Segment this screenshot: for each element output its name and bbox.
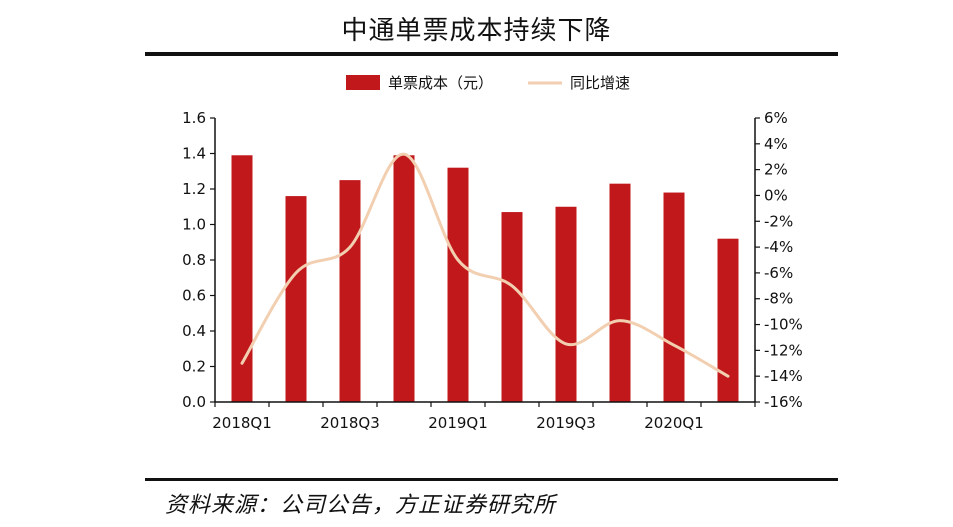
chart-title: 中通单票成本持续下降 — [341, 16, 612, 46]
y-left-tick-label: 0.4 — [182, 322, 206, 340]
y-right-tick-label: -6% — [764, 264, 793, 282]
source-note: 资料来源：公司公告，方正证券研究所 — [165, 493, 557, 518]
y-left-tick-label: 0.2 — [182, 358, 206, 376]
y-right-tick-label: -2% — [764, 212, 793, 230]
y-right-tick-label: 2% — [764, 161, 788, 179]
title-divider — [145, 52, 838, 56]
x-tick-label: 2018Q3 — [320, 414, 380, 432]
y-right-tick-label: -8% — [764, 290, 793, 308]
bar — [339, 180, 361, 402]
x-tick-label: 2019Q3 — [536, 414, 596, 432]
y-right-tick-label: -16% — [764, 393, 803, 411]
growth-line — [240, 152, 730, 378]
legend-label-line: 同比增速 — [570, 74, 630, 92]
bar — [285, 196, 307, 402]
y-left-tick-label: 1.4 — [182, 145, 206, 163]
y-left-tick-label: 0.8 — [182, 251, 206, 269]
y-right-tick-label: -4% — [764, 238, 793, 256]
axes: 0.0 0.2 0.4 0.6 0.8 1.0 1.2 1.4 1.6 -16% -14% -12% -… — [182, 109, 803, 432]
y-right-tick-label: 4% — [764, 135, 788, 153]
y-left-tick-label: 1.6 — [182, 109, 206, 127]
x-tick-label: 2020Q1 — [644, 414, 704, 432]
legend-label-bar: 单票成本（元） — [388, 74, 493, 92]
y-right-tick-label: 6% — [764, 109, 788, 127]
footer-divider — [145, 478, 838, 481]
bar — [663, 192, 685, 402]
bar — [447, 167, 469, 402]
bar — [393, 155, 415, 402]
bar — [501, 212, 523, 402]
y-right-tick-label: 0% — [764, 186, 788, 204]
combo-chart: 单票成本（元） 同比增速 0.0 0.2 0.4 0.6 0.8 1.0 1.2 1.4 1.6… — [182, 74, 803, 432]
bar — [555, 206, 577, 402]
y-right-tick-label: -12% — [764, 341, 803, 359]
y-left-tick-label: 1.2 — [182, 180, 206, 198]
x-tick-label: 2018Q1 — [212, 414, 272, 432]
y-left-tick-label: 0.0 — [182, 393, 206, 411]
x-tick-label: 2019Q1 — [428, 414, 488, 432]
bar — [231, 155, 253, 402]
legend: 单票成本（元） 同比增速 — [346, 74, 630, 92]
legend-swatch-bar — [346, 75, 380, 90]
y-right-tick-label: -10% — [764, 316, 803, 334]
y-left-tick-label: 0.6 — [182, 287, 206, 305]
bar — [717, 238, 739, 402]
bar — [609, 183, 631, 402]
y-left-tick-label: 1.0 — [182, 216, 206, 234]
y-right-tick-label: -14% — [764, 367, 803, 385]
bar-series — [231, 155, 739, 402]
